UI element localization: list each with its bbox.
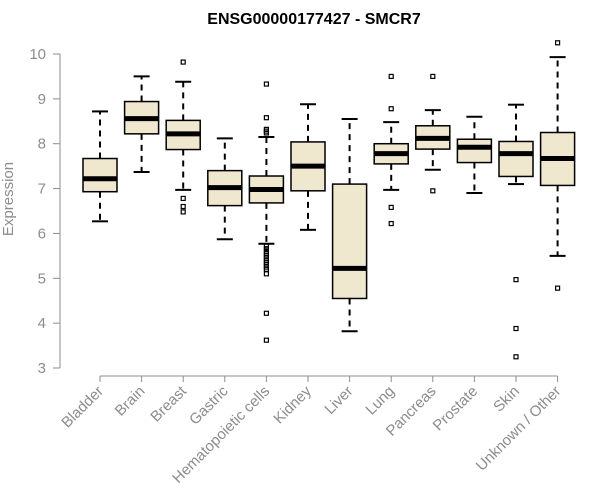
outlier-point	[554, 40, 561, 46]
box-iqr	[456, 138, 493, 164]
box-iqr	[331, 183, 368, 300]
outlier-point	[388, 204, 394, 211]
outlier-point	[263, 81, 269, 87]
outlier-point	[263, 130, 269, 136]
box-group	[373, 73, 409, 227]
x-tick-label: Bladder	[58, 383, 107, 432]
outlier-point	[430, 188, 436, 194]
x-tick-label: Brain	[112, 383, 149, 420]
outlier-point	[263, 271, 269, 277]
x-tick-label: Liver	[321, 383, 356, 418]
outlier-point	[263, 337, 269, 343]
boxes	[82, 40, 576, 360]
outlier-point	[263, 115, 269, 121]
y-tick-label: 6	[38, 225, 46, 242]
y-tick-label: 8	[38, 136, 46, 153]
outlier-point	[263, 243, 269, 249]
x-tick-label: Breast	[147, 382, 190, 425]
box-iqr	[82, 157, 118, 193]
box-group	[331, 118, 368, 333]
x-tick-label: Prostate	[430, 383, 482, 435]
outlier-point	[513, 325, 519, 332]
outlier-point	[513, 277, 519, 283]
box-group	[290, 103, 326, 231]
box-iqr	[498, 140, 534, 178]
y-tick-label: 7	[38, 181, 46, 198]
box-group	[248, 81, 285, 343]
outlier-point	[180, 59, 186, 65]
x-tick-label: Kidney	[270, 382, 315, 427]
y-axis-label: Expression	[0, 162, 17, 236]
outlier-point	[263, 246, 269, 252]
box-group	[498, 103, 534, 360]
chart-title: ENSG00000177427 - SMCR7	[207, 11, 421, 28]
outlier-point	[180, 195, 186, 202]
outlier-point	[263, 310, 269, 316]
x-tick-label: Skin	[490, 383, 523, 416]
outlier-point	[554, 285, 561, 291]
box-group	[123, 75, 160, 173]
y-tick-label: 4	[38, 315, 46, 332]
box-group	[82, 110, 118, 223]
outlier-point	[388, 73, 394, 80]
x-tick-label: Lung	[362, 383, 398, 419]
box-group	[415, 73, 451, 194]
axes: 3 4 5 6 7 8 9 10	[29, 46, 559, 382]
box-group	[539, 40, 576, 291]
outlier-point	[388, 106, 394, 112]
outlier-point	[180, 209, 186, 215]
y-tick-label: 5	[38, 270, 46, 287]
box-group	[456, 115, 493, 195]
y-tick-label: 10	[29, 46, 46, 63]
box-group	[207, 137, 243, 241]
outlier-point	[430, 73, 436, 80]
outlier-point	[388, 220, 394, 227]
y-tick-label: 9	[38, 91, 46, 108]
outlier-point	[180, 203, 186, 210]
box-group	[165, 59, 201, 215]
outlier-point	[513, 354, 519, 360]
y-tick-label: 3	[38, 360, 46, 377]
